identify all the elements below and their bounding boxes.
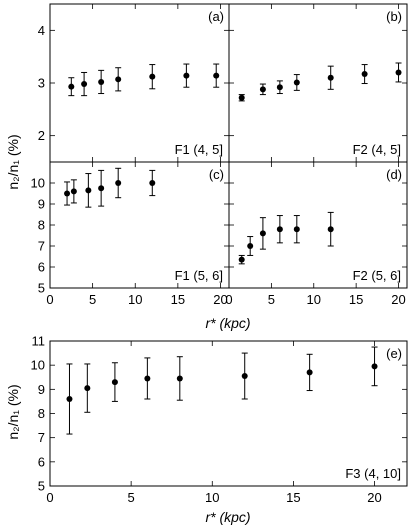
panel-a: 2 3 4 (a) F1 (4, 5] — [38, 3, 230, 163]
xtick-label: 20 — [213, 292, 227, 307]
panel-b: (b) F2 (4, 5] — [228, 3, 408, 163]
data-point — [259, 230, 266, 237]
ytick-label: 9 — [38, 197, 45, 212]
panel-tag: (d) — [386, 167, 402, 182]
xtick-label: 15 — [171, 292, 185, 307]
ytick-label: 6 — [38, 260, 45, 275]
data-point — [111, 379, 118, 386]
ytick-label: 7 — [38, 239, 45, 254]
data-point — [68, 83, 75, 90]
panel-label: F1 (5, 6] — [175, 268, 223, 283]
data-point — [64, 190, 71, 197]
ytick-label: 4 — [38, 23, 45, 38]
data-point — [371, 363, 378, 370]
xtick-label: 0 — [46, 490, 53, 505]
xtick-label: 5 — [89, 292, 96, 307]
data-point — [98, 185, 105, 192]
data-point — [327, 74, 334, 81]
xtick-label: 20 — [391, 292, 405, 307]
data-point — [259, 86, 266, 93]
xtick-label: 0 — [225, 292, 232, 307]
data-point — [241, 373, 248, 380]
ytick-label: 10 — [31, 176, 45, 191]
ytick-label: 6 — [38, 454, 45, 469]
data-point — [306, 369, 313, 376]
panel-label: F3 (4, 10] — [345, 466, 401, 481]
ytick-label: 8 — [38, 406, 45, 421]
data-point — [81, 81, 88, 88]
xtick-label: 0 — [46, 292, 53, 307]
panel-frame — [49, 340, 408, 487]
data-point — [70, 188, 77, 195]
data-point — [327, 226, 334, 233]
data-point — [293, 79, 300, 86]
ytick-label: 10 — [31, 358, 45, 373]
data-point — [66, 396, 73, 402]
data-point — [276, 226, 283, 233]
ytick-label: 3 — [38, 76, 45, 91]
data-point — [361, 71, 368, 78]
data-point — [115, 180, 122, 186]
data-point — [84, 385, 91, 392]
panel-label: F1 (4, 5] — [175, 142, 223, 157]
panel-frame — [49, 3, 230, 163]
ytick-label: 7 — [38, 430, 45, 445]
data-point — [238, 256, 245, 263]
data-point — [149, 73, 156, 80]
data-point — [213, 72, 220, 79]
panel-d: 0 5 10 15 20 (d) F2 (5, 6] — [225, 161, 408, 307]
ytick-label: 9 — [38, 382, 45, 397]
ytick-label: 5 — [38, 479, 45, 494]
xtick-label: 5 — [268, 292, 275, 307]
panel-frame — [228, 3, 408, 163]
data-point — [176, 375, 183, 382]
ytick-label: 8 — [38, 218, 45, 233]
data-point — [115, 76, 122, 83]
panel-tag: (e) — [386, 346, 402, 361]
data-point — [293, 226, 300, 233]
xtick-label: 10 — [128, 292, 142, 307]
xtick-label: 5 — [128, 490, 135, 505]
panel-tag: (b) — [386, 9, 402, 24]
panel-label: F2 (5, 6] — [353, 268, 401, 283]
ytick-label: 11 — [32, 334, 46, 349]
xlabel-top: r* (kpc) — [205, 315, 250, 331]
xtick-label: 10 — [307, 292, 321, 307]
xtick-label: 20 — [367, 490, 381, 505]
data-point — [247, 243, 254, 249]
data-point — [395, 69, 402, 76]
data-point — [183, 72, 190, 79]
panel-tag: (c) — [209, 167, 224, 182]
ytick-label: 2 — [38, 128, 45, 143]
xtick-label: 15 — [286, 490, 300, 505]
data-point — [238, 94, 245, 101]
panel-tag: (a) — [208, 9, 224, 24]
data-point — [85, 187, 92, 194]
data-point — [149, 180, 156, 186]
xtick-label: 15 — [349, 292, 363, 307]
data-point — [144, 375, 151, 382]
panel-label: F2 (4, 5] — [353, 142, 401, 157]
ylabel-bottom: n₂/n₁ (%) — [5, 384, 21, 439]
data-point — [276, 84, 283, 91]
ytick-label: 5 — [38, 281, 45, 296]
xtick-label: 10 — [205, 490, 219, 505]
ylabel-top: n₂/n₁ (%) — [5, 134, 21, 189]
data-point — [98, 78, 105, 85]
xlabel-bottom: r* (kpc) — [205, 509, 250, 525]
